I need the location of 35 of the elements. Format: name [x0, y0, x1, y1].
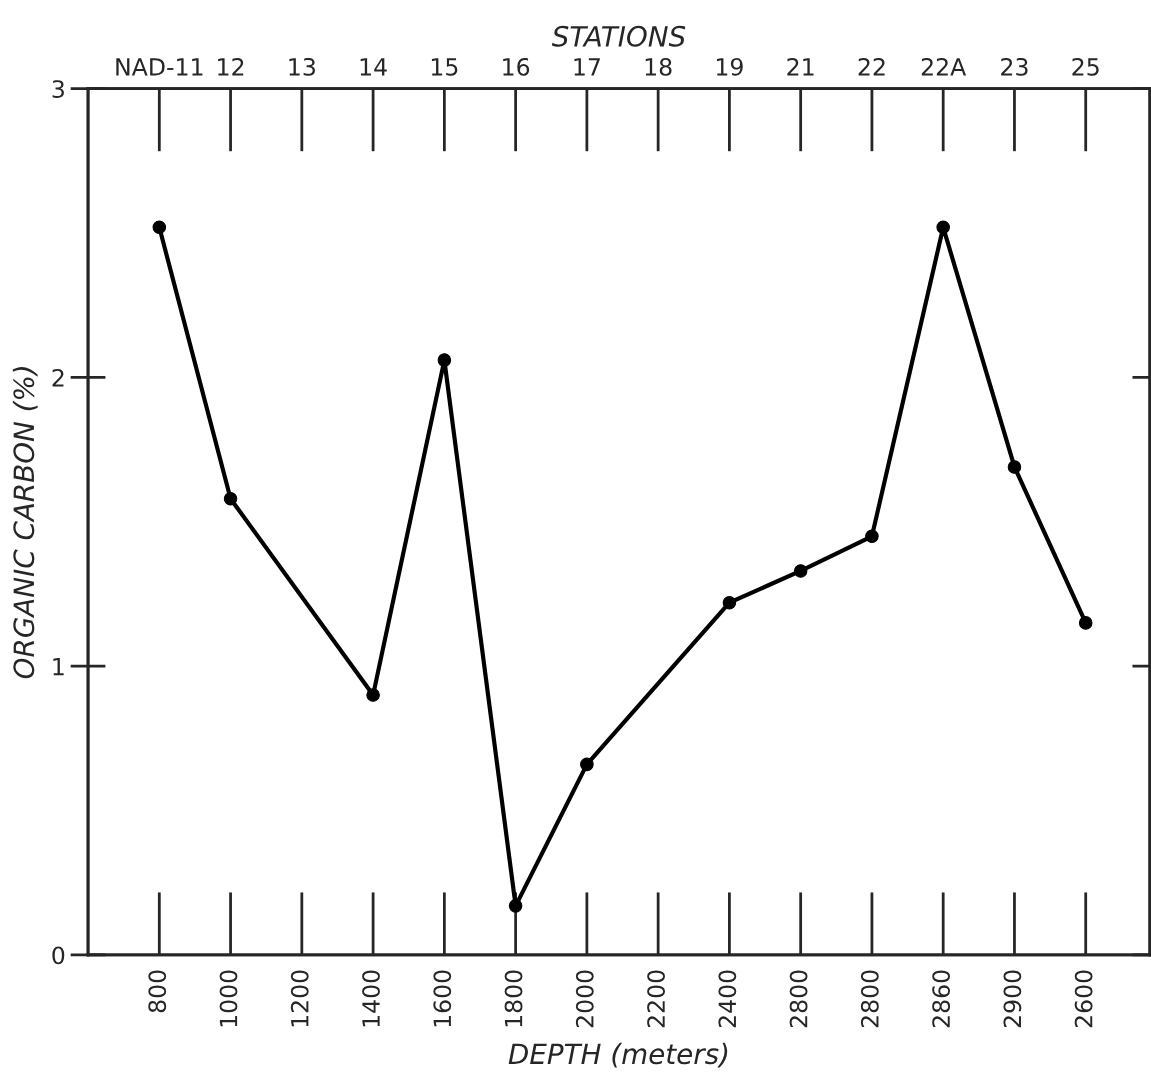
- x-tick-label: 2000: [575, 970, 594, 1028]
- x-axis-title: DEPTH (meters): [508, 1042, 728, 1068]
- y-tick-label: 1: [53, 657, 64, 676]
- text: 23: [1001, 57, 1028, 76]
- y-tick-label: 0: [52, 946, 65, 965]
- x-tick-label: 2800: [860, 970, 879, 1028]
- text: 19: [716, 57, 743, 76]
- x-tick-label: 1600: [433, 970, 452, 1027]
- x-tick-label: 1800: [504, 970, 523, 1027]
- text: 18: [645, 57, 672, 76]
- x2-axis-title: STATIONS: [551, 25, 686, 47]
- text: 22: [858, 57, 885, 76]
- text: 17: [574, 58, 600, 76]
- text: 22A: [921, 57, 967, 76]
- x-tick-label: 1400: [362, 970, 380, 1027]
- text: 13: [289, 57, 315, 76]
- y-tick-label: 3: [52, 80, 64, 98]
- text: 16: [503, 57, 530, 76]
- text: 14: [360, 58, 387, 76]
- x-tick-label: 800: [148, 970, 167, 1013]
- x-tick-label: 1000: [219, 970, 238, 1027]
- x-tick-label: 1200: [290, 970, 309, 1027]
- x-tick-label: 2400: [718, 970, 737, 1028]
- x-tick-label: 2200: [647, 970, 665, 1028]
- x-tick-label: 2860: [932, 970, 951, 1028]
- y-tick-label: 2: [52, 368, 64, 387]
- y-axis-title: ORGANIC CARBON (%): [12, 367, 38, 679]
- x-tick-label: 2800: [789, 970, 808, 1028]
- text: 15: [431, 58, 458, 76]
- x-tick-label: 2900: [1003, 970, 1022, 1028]
- text: 12: [218, 57, 244, 76]
- x-tick-label: 2600: [1074, 970, 1093, 1028]
- text: 21: [787, 57, 814, 76]
- text: NAD-11: [116, 58, 203, 76]
- text: 25: [1072, 57, 1099, 76]
